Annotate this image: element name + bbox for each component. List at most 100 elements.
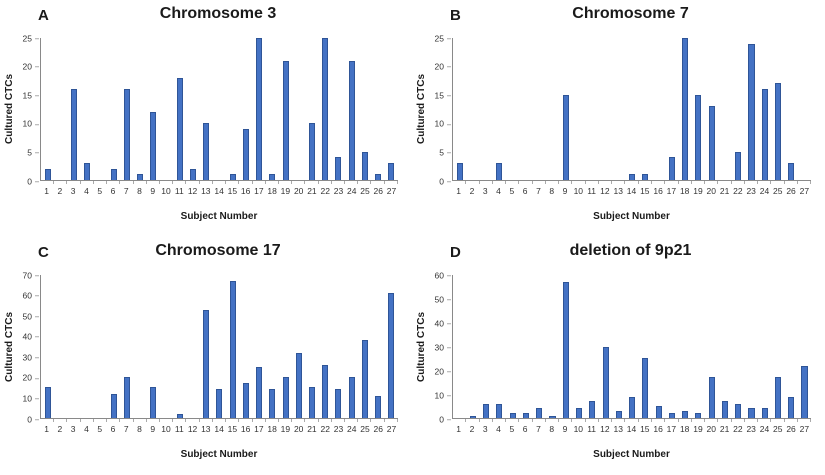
x-axis-title: Subject Number <box>593 211 670 222</box>
bar-subject-24 <box>348 377 355 418</box>
x-tick-label: 22 <box>320 424 330 434</box>
bar-subject-13 <box>203 123 210 180</box>
bar-slot-subject-24 <box>758 275 772 422</box>
bar-slot-subject-16 <box>652 275 666 422</box>
y-tick-label: 0 <box>439 175 451 186</box>
x-tick-label: 20 <box>293 186 304 196</box>
chart-title: Chromosome 17 <box>155 242 281 259</box>
bar-slot-subject-25 <box>771 38 785 184</box>
y-axis: 0 5 10 15 20 25 <box>6 34 40 185</box>
bar-subject-27 <box>388 293 395 418</box>
bar-slot-subject-25 <box>358 275 372 422</box>
x-tick-label: 18 <box>267 424 277 434</box>
bar-slot-subject-22 <box>732 38 746 184</box>
x-tick-label: 5 <box>509 186 515 196</box>
bar-subject-26 <box>375 395 382 418</box>
bar-slot-subject-11 <box>586 275 600 422</box>
y-tick-label: 10 <box>434 389 452 400</box>
x-tick-label: 25 <box>360 186 370 196</box>
panel-chromosome-7: B Chromosome 7 Cultured CTCs 0 5 10 15 20 25 … <box>412 0 825 237</box>
y-tick-label: 0 <box>27 413 39 424</box>
x-tick-label: 9 <box>150 186 156 196</box>
bar-slot-subject-15 <box>226 38 240 184</box>
y-tick-label: 5 <box>439 147 451 158</box>
bar-subject-26 <box>375 174 382 180</box>
bar-subject-20 <box>708 377 715 418</box>
plot-area <box>452 275 812 422</box>
x-tick-label: 4 <box>84 186 89 196</box>
bar-slot-subject-5 <box>94 275 108 422</box>
x-tick-label: 23 <box>746 186 756 196</box>
bar-subject-27 <box>801 365 808 418</box>
bar-slot-subject-26 <box>785 38 799 184</box>
bar-slot-subject-26 <box>371 38 385 184</box>
x-tick-label: 9 <box>562 424 568 434</box>
bar-subject-20 <box>708 106 715 180</box>
x-tick-label: 6 <box>522 424 528 434</box>
bar-slot-subject-20 <box>292 275 306 422</box>
bar-slot-subject-21 <box>305 38 319 184</box>
x-tick-label: 22 <box>320 186 330 196</box>
y-tick-label: 30 <box>434 341 452 352</box>
y-axis: 0 5 10 15 20 25 <box>418 34 452 185</box>
bar-subject-17 <box>256 366 263 418</box>
bar-subject-21 <box>308 387 316 418</box>
bar-subject-23 <box>335 157 342 180</box>
x-tick-label: 20 <box>293 424 304 434</box>
bar-subject-14 <box>629 174 636 180</box>
x-tick-label: 1 <box>44 424 49 434</box>
bar-slot-subject-2 <box>466 275 480 422</box>
x-tick-label: 18 <box>679 186 690 196</box>
x-tick-label: 22 <box>733 186 743 196</box>
bar-slot-subject-19 <box>692 38 706 184</box>
bar-subject-9 <box>150 387 157 418</box>
x-axis: 1 2 3 4 5 6 7 8 9 10 11 12 13 14 15 16 17 18 19 20 21 22 23 24 2… <box>40 424 398 434</box>
bar-subject-1 <box>44 387 51 418</box>
bar-subject-26 <box>788 396 795 418</box>
chart-title: Chromosome 3 <box>159 5 277 22</box>
bar-subject-2 <box>469 415 476 418</box>
y-tick-label: 50 <box>22 310 40 321</box>
bar-subject-9 <box>150 111 157 180</box>
bar-slot-subject-23 <box>332 275 346 422</box>
bar-subject-17 <box>256 38 263 180</box>
panel-letter: C <box>38 244 49 261</box>
bar-subject-11 <box>176 77 183 180</box>
bar-slot-subject-22 <box>319 38 333 184</box>
bar-slot-subject-21 <box>718 38 732 184</box>
y-tick-label: 10 <box>22 393 40 404</box>
bar-subject-20 <box>295 352 302 418</box>
y-tick-label: 5 <box>27 147 39 158</box>
x-tick-label: 14 <box>214 424 224 434</box>
bar-subject-1 <box>44 168 51 180</box>
bar-subject-22 <box>322 38 329 180</box>
x-tick-label: 5 <box>97 186 103 196</box>
x-tick-label: 1 <box>456 186 462 196</box>
bar-slot-subject-2 <box>466 38 480 184</box>
x-tick-label: 19 <box>693 186 703 196</box>
x-tick-label: 26 <box>786 186 796 196</box>
bar-slot-subject-26 <box>785 275 799 422</box>
chart-area: 0 10 20 30 40 50 60 1 2 3 4 5 6 7 8 9 10 11 12 13 14 15 16 17 1… <box>435 271 812 434</box>
x-tick-label: 14 <box>626 186 637 196</box>
x-tick-label: 12 <box>187 186 198 196</box>
x-tick-label: 26 <box>786 424 796 434</box>
bar-slot-subject-23 <box>332 38 346 184</box>
y-tick-label: 20 <box>22 372 40 383</box>
x-tick-label: 12 <box>600 424 610 434</box>
y-tick-label: 60 <box>434 269 452 280</box>
bar-subject-13 <box>615 410 622 418</box>
bar-slot-subject-27 <box>385 38 399 184</box>
bar-slot-subject-16 <box>239 275 253 422</box>
bar-slot-subject-7 <box>533 275 547 422</box>
x-tick-label: 16 <box>653 424 663 434</box>
y-tick-label: 0 <box>439 413 451 424</box>
bar-subject-13 <box>203 309 210 418</box>
x-tick-label: 15 <box>227 424 238 434</box>
x-axis: 1 2 3 4 5 6 7 8 9 10 11 12 13 14 15 16 17 18 19 20 21 22 23 24 2… <box>452 424 811 434</box>
x-tick-label: 7 <box>536 186 541 196</box>
bar-slot-subject-6 <box>107 38 121 184</box>
x-tick-label: 13 <box>201 424 211 434</box>
panel-letter: D <box>450 244 461 261</box>
plot-area <box>40 38 399 184</box>
